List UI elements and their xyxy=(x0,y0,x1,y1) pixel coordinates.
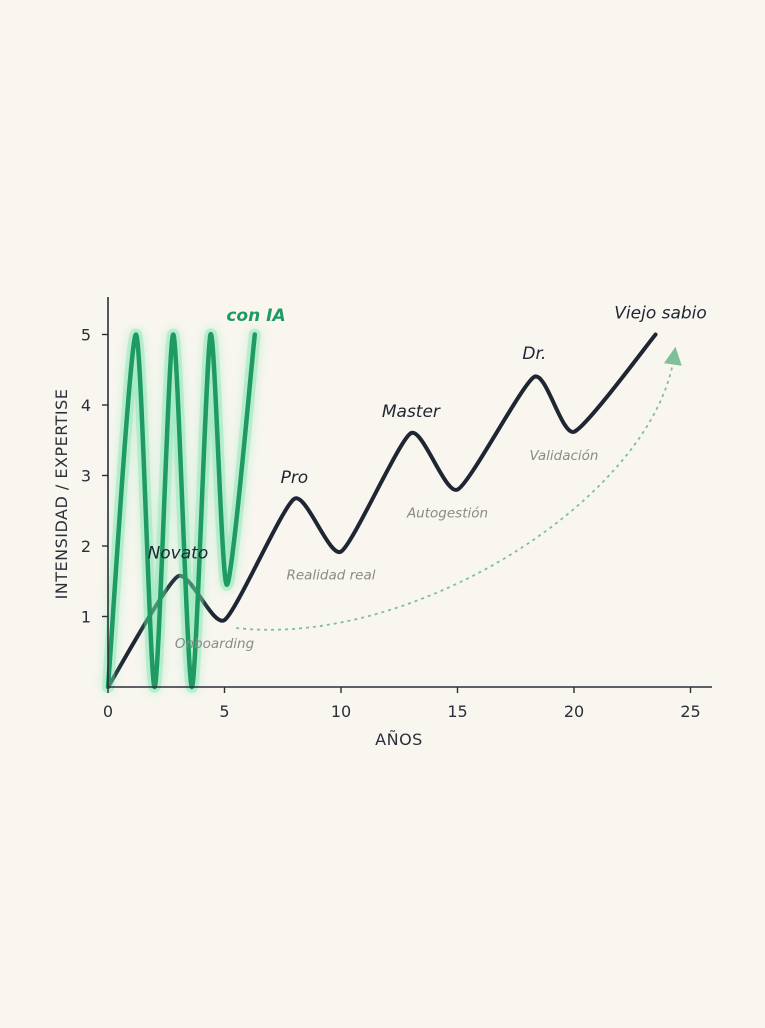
y-tick-label: 3 xyxy=(81,467,91,486)
dashed-arrow xyxy=(236,346,682,631)
milestone-label: Dr. xyxy=(522,344,546,364)
phase-label: Autogestión xyxy=(406,506,488,522)
phase-label: Validación xyxy=(530,448,599,464)
y-tick-label: 5 xyxy=(81,326,91,345)
x-tick-label: 0 xyxy=(103,702,113,721)
y-tick-label: 1 xyxy=(81,608,91,627)
x-tick-label: 25 xyxy=(680,702,700,721)
milestone-label: Novato xyxy=(148,543,209,563)
milestone-label: Viejo sabio xyxy=(614,304,707,324)
milestone-label: Pro xyxy=(281,468,309,488)
y-axis-title: INTENSIDAD / EXPERTISE xyxy=(52,389,71,600)
phase-label: Realidad real xyxy=(286,568,375,584)
phase-label: Onboarding xyxy=(175,636,255,652)
ai-series-line xyxy=(105,332,258,690)
x-tick-label: 5 xyxy=(219,702,229,721)
y-tick-label: 2 xyxy=(81,537,91,556)
milestone-label: Master xyxy=(382,402,441,422)
x-tick-label: 10 xyxy=(331,702,351,721)
x-tick-label: 15 xyxy=(447,702,467,721)
x-tick-label: 20 xyxy=(564,702,584,721)
x-axis-title: AÑOS xyxy=(375,730,423,749)
y-tick-label: 4 xyxy=(81,396,91,415)
ai-series-label: con IA xyxy=(226,306,285,326)
